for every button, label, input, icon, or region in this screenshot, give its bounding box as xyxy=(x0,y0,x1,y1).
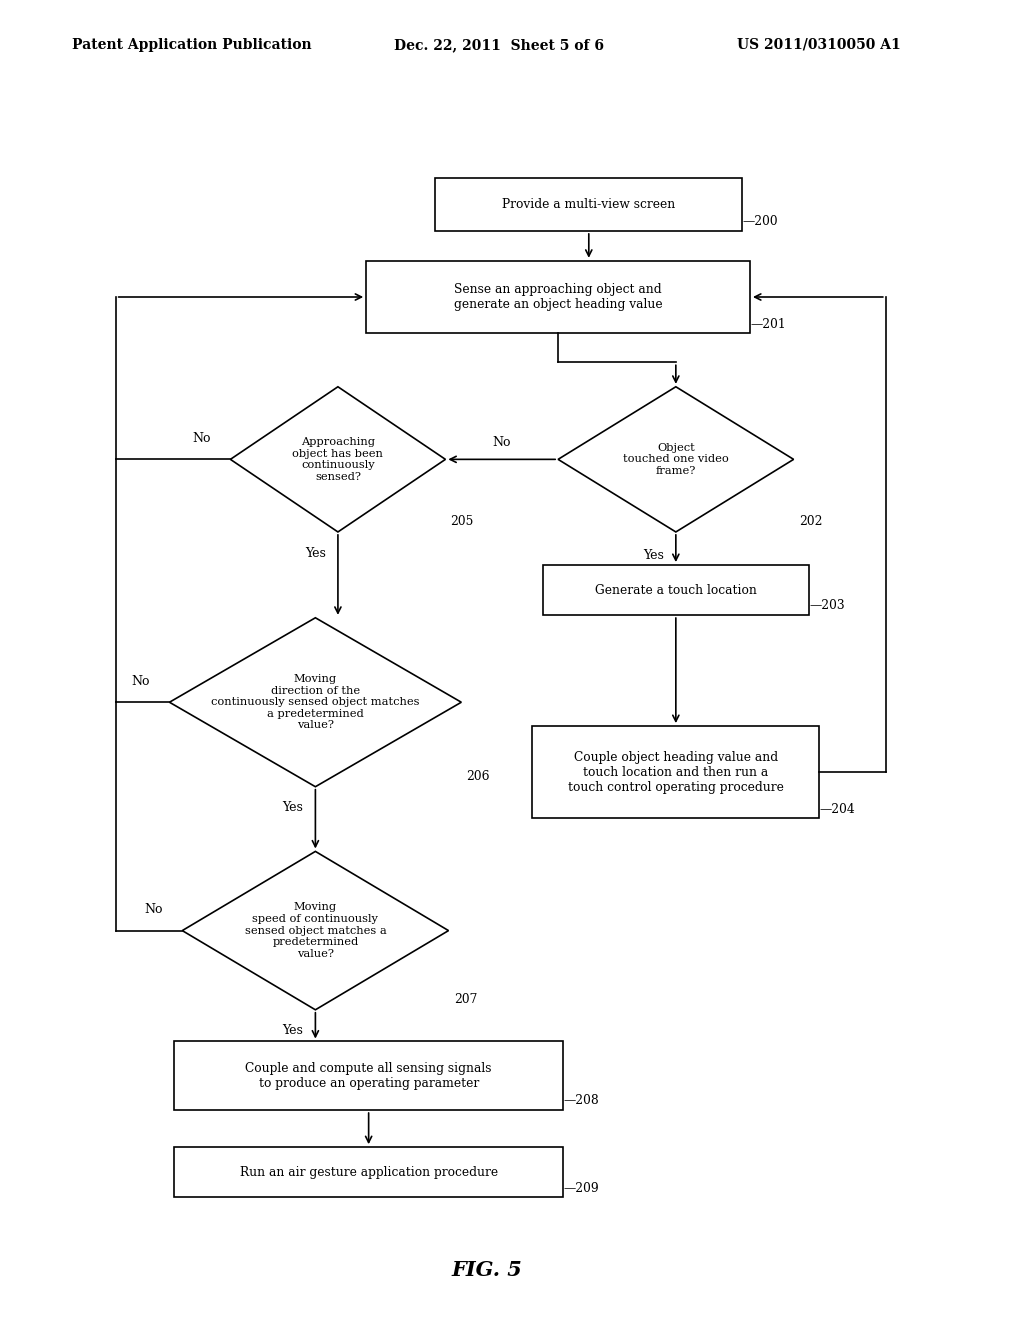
Text: Yes: Yes xyxy=(305,546,326,560)
Text: Approaching
object has been
continuously
sensed?: Approaching object has been continuously… xyxy=(293,437,383,482)
Text: No: No xyxy=(131,675,151,688)
Text: Couple and compute all sensing signals
to produce an operating parameter: Couple and compute all sensing signals t… xyxy=(246,1061,492,1090)
Text: —203: —203 xyxy=(809,599,845,612)
FancyBboxPatch shape xyxy=(174,1041,563,1110)
Text: US 2011/0310050 A1: US 2011/0310050 A1 xyxy=(737,38,901,51)
Text: Patent Application Publication: Patent Application Publication xyxy=(72,38,311,51)
Text: Dec. 22, 2011  Sheet 5 of 6: Dec. 22, 2011 Sheet 5 of 6 xyxy=(394,38,604,51)
Polygon shape xyxy=(230,387,445,532)
Text: 207: 207 xyxy=(454,993,477,1006)
Text: No: No xyxy=(144,903,163,916)
Text: —208: —208 xyxy=(563,1094,599,1107)
Text: No: No xyxy=(193,432,211,445)
Text: —201: —201 xyxy=(750,318,785,330)
Text: Couple object heading value and
touch location and then run a
touch control oper: Couple object heading value and touch lo… xyxy=(568,751,783,793)
Text: Run an air gesture application procedure: Run an air gesture application procedure xyxy=(240,1166,498,1179)
Text: No: No xyxy=(493,436,511,449)
FancyBboxPatch shape xyxy=(532,726,819,818)
Text: —200: —200 xyxy=(742,215,778,228)
Text: Provide a multi-view screen: Provide a multi-view screen xyxy=(502,198,676,211)
FancyBboxPatch shape xyxy=(435,178,742,231)
Text: Generate a touch location: Generate a touch location xyxy=(595,583,757,597)
Polygon shape xyxy=(182,851,449,1010)
Text: Yes: Yes xyxy=(643,549,664,562)
Text: FIG. 5: FIG. 5 xyxy=(451,1259,522,1280)
Text: Moving
speed of continuously
sensed object matches a
predetermined
value?: Moving speed of continuously sensed obje… xyxy=(245,903,386,958)
FancyBboxPatch shape xyxy=(543,565,809,615)
Text: —204: —204 xyxy=(819,803,855,816)
Text: Yes: Yes xyxy=(283,801,303,814)
Text: 205: 205 xyxy=(451,515,474,528)
FancyBboxPatch shape xyxy=(174,1147,563,1197)
Text: 206: 206 xyxy=(467,770,489,783)
Text: 202: 202 xyxy=(799,515,822,528)
Text: —209: —209 xyxy=(563,1181,599,1195)
Polygon shape xyxy=(558,387,794,532)
FancyBboxPatch shape xyxy=(367,260,750,333)
Text: Moving
direction of the
continuously sensed object matches
a predetermined
value: Moving direction of the continuously sen… xyxy=(211,675,420,730)
Text: Yes: Yes xyxy=(283,1024,303,1038)
Polygon shape xyxy=(170,618,461,787)
Text: Sense an approaching object and
generate an object heading value: Sense an approaching object and generate… xyxy=(454,282,663,312)
Text: Object
touched one video
frame?: Object touched one video frame? xyxy=(623,442,729,477)
